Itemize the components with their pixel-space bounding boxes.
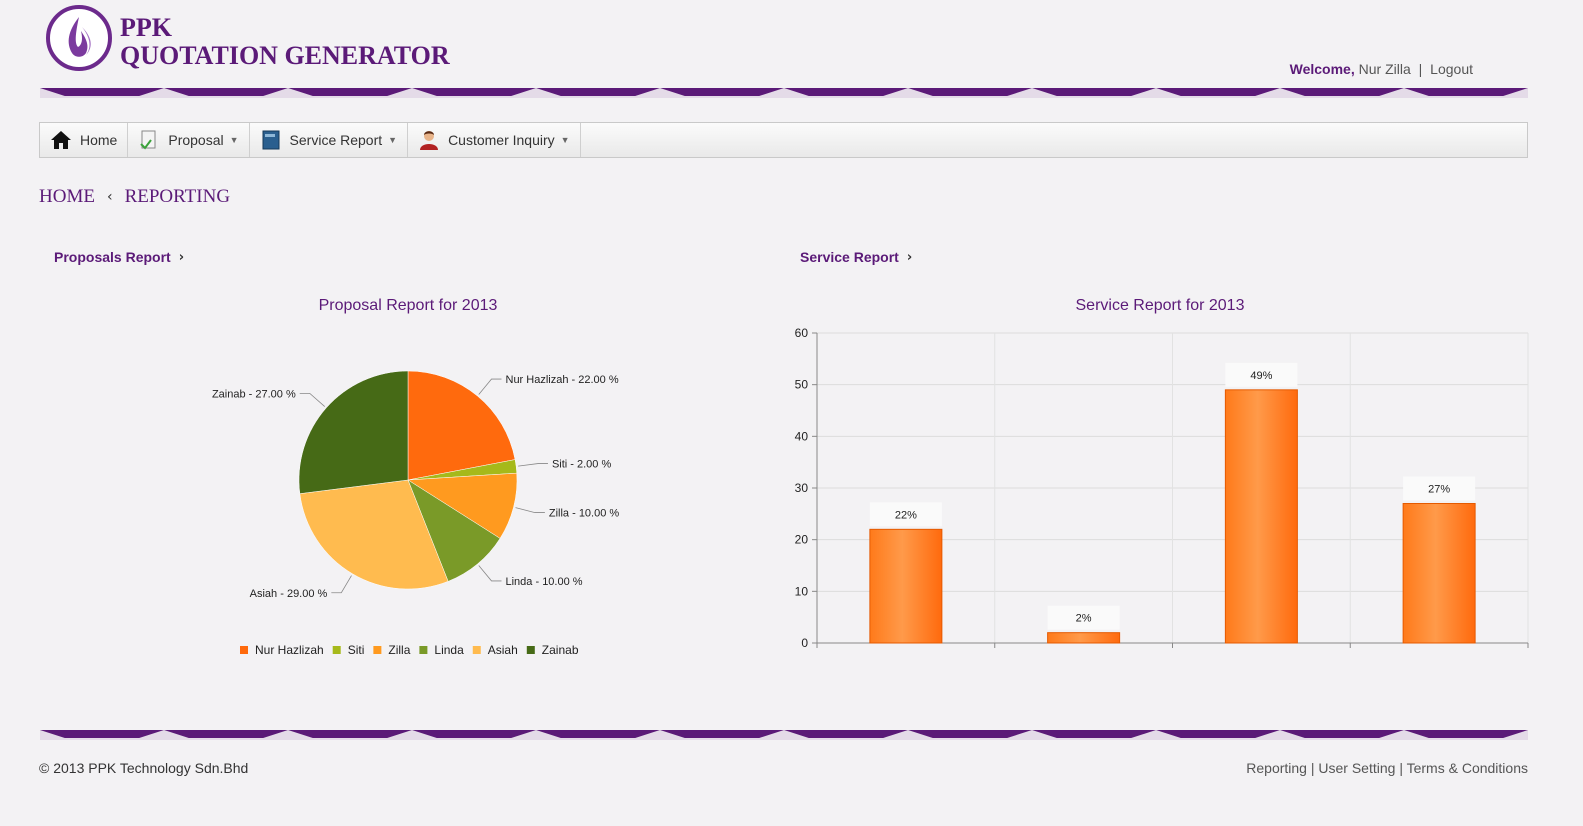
service-bar-chart: 0 10 20 30 40 50 60 22% 2% 49% 27% [795,326,1529,650]
welcome-label: Welcome, [1289,61,1355,77]
legend-label: Nur Hazlizah [255,643,324,657]
bar-data-label: 27% [1428,484,1450,496]
chevron-right-icon: › [906,249,913,265]
chevron-left-icon: ‹ [106,189,113,205]
pie-data-label: Siti - 2.00 % [552,459,612,471]
y-tick-label: 50 [795,378,809,392]
legend-label: Zainab [542,643,579,657]
main-nav: Home Proposal ▼ Service Report ▼ Custome… [39,122,1528,158]
bar [869,528,943,644]
copyright-text: © 2013 PPK Technology Sdn.Bhd [39,760,249,776]
pie-label-connector [299,392,326,407]
y-tick-label: 10 [795,584,809,598]
legend-swatch [526,646,535,654]
pie-label-connector [515,507,545,513]
bar-label-bg [869,502,942,527]
legend-swatch [472,646,481,654]
proposals-report-label: Proposals Report [54,249,171,265]
logo-line-2: QUOTATION GENERATOR [120,41,450,70]
proposals-report-link[interactable]: Proposals Report › [54,249,184,265]
pie-slice [298,370,409,494]
footer-separator: | [1395,760,1407,776]
bar-data-label: 49% [1250,370,1272,382]
user-icon [420,131,439,150]
y-tick-label: 30 [795,481,809,495]
pie-chart-title: Proposal Report for 2013 [318,297,498,314]
pie-data-label: Linda - 10.00 % [506,576,583,588]
bar-label-bg [1225,362,1298,387]
logo-line-1: PPK [120,13,172,42]
chevron-down-icon: ▼ [229,135,239,145]
bar-label-bg [1047,605,1120,630]
bar-data-label: 2% [1076,613,1092,625]
service-report-label: Service Report [800,249,899,265]
chevron-down-icon: ▼ [388,135,398,145]
nav-proposal-label: Proposal [168,132,224,148]
bar [1402,503,1476,644]
proposal-icon [140,130,156,150]
footer-link-reporting[interactable]: Reporting [1246,760,1307,776]
y-tick-label: 60 [795,326,809,340]
pie-slice [299,479,449,590]
legend-swatch [419,646,428,654]
nav-home[interactable]: Home [40,123,129,157]
nav-customer-inquiry-label: Customer Inquiry [448,132,555,148]
legend-swatch [332,646,341,654]
nav-proposal[interactable]: Proposal ▼ [128,123,250,157]
footer-link-user-setting[interactable]: User Setting [1318,760,1396,776]
legend-swatch [240,646,248,654]
breadcrumb-home[interactable]: HOME [39,186,95,207]
footer-links: Reporting | User Setting | Terms & Condi… [1246,760,1528,776]
footer-divider [40,730,1528,740]
bar [1224,389,1298,644]
pie-slice [407,370,516,481]
service-report-link[interactable]: Service Report › [800,249,912,265]
pie-data-label: Nur Hazlizah - 22.00 % [506,374,619,386]
legend-label: Linda [434,643,464,657]
footer-separator: | [1306,760,1319,776]
bar-label-bg [1403,476,1476,501]
app-logo-title: PPK QUOTATION GENERATOR [120,14,450,70]
footer-link-terms[interactable]: Terms & Conditions [1406,760,1528,776]
header-divider [40,88,1528,98]
pie-label-connector [478,565,502,582]
y-tick-label: 0 [801,636,808,650]
legend-swatch [373,646,382,654]
legend-label: Zilla [388,643,410,657]
logo-flame-icon [46,5,112,71]
chevron-right-icon: › [178,249,185,265]
book-icon [262,130,280,150]
bar-chart-title: Service Report for 2013 [1075,297,1245,314]
bar [1047,632,1121,644]
y-tick-label: 40 [795,429,809,443]
pie-label-connector [518,463,548,467]
chevron-down-icon: ▼ [560,135,570,145]
proposal-pie-chart: Nur Hazlizah - 22.00 % Siti - 2.00 % Zilla… [212,370,620,657]
nav-service-report-label: Service Report [289,132,383,148]
logout-link[interactable]: Logout [1430,61,1473,77]
pie-label-connector [331,575,352,594]
pie-data-label: Asiah - 29.00 % [250,588,328,600]
home-icon [51,131,71,149]
pie-data-label: Zilla - 10.00 % [549,508,620,520]
y-tick-label: 20 [795,533,809,547]
pie-label-connector [478,378,502,395]
breadcrumb-current: REPORTING [124,186,231,207]
bar-data-label: 22% [895,509,917,521]
nav-home-label: Home [80,132,118,148]
legend-label: Asiah [488,643,518,657]
welcome-separator: | [1418,61,1423,77]
legend-label: Siti [348,643,365,657]
nav-service-report[interactable]: Service Report ▼ [250,123,409,157]
nav-customer-inquiry[interactable]: Customer Inquiry ▼ [408,123,581,157]
welcome-bar: Welcome, Nur Zilla | Logout [1290,61,1473,77]
pie-data-label: Zainab - 27.00 % [212,388,296,400]
breadcrumb: HOME ‹ REPORTING [39,186,230,208]
user-name: Nur Zilla [1358,61,1411,77]
